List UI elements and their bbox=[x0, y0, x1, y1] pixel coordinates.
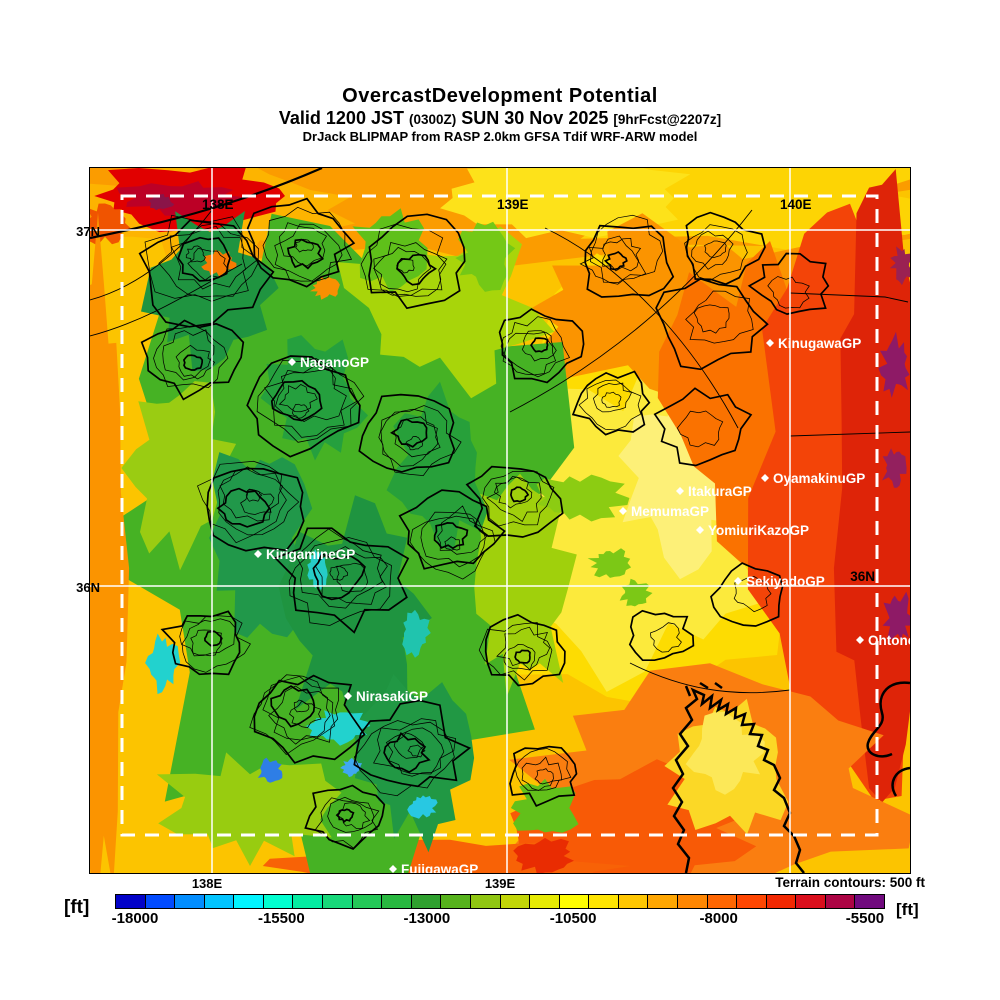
map-canvas: 138E 139E 140E 36N NaganoGP KinugawaGP Oyamaki… bbox=[90, 168, 910, 873]
colorbar-segment bbox=[381, 894, 412, 909]
colorbar-segment bbox=[262, 894, 294, 909]
colorbar-segment bbox=[765, 894, 797, 909]
station-label-itakuragp: ItakuraGP bbox=[688, 484, 752, 499]
valid-date: SUN 30 Nov 2025 bbox=[461, 108, 609, 128]
station-marker bbox=[344, 692, 352, 700]
forecast-cycle: [9hrFcst@2207z] bbox=[613, 112, 722, 127]
valid-time: Valid 1200 JST bbox=[278, 108, 404, 128]
station-marker bbox=[734, 577, 742, 585]
station-marker bbox=[676, 487, 684, 495]
colorbar-segment bbox=[854, 894, 886, 909]
colorbar-segment bbox=[174, 894, 205, 909]
colorbar bbox=[115, 894, 886, 909]
colorbar-segment bbox=[115, 894, 146, 909]
lon-label-138e: 138E bbox=[191, 876, 223, 891]
lat-label-36n: 36N bbox=[76, 580, 100, 595]
colorbar-segment bbox=[469, 894, 501, 909]
colorbar-segment bbox=[588, 894, 619, 909]
map-inner-label-140e: 140E bbox=[780, 197, 812, 212]
valid-time-line: Valid 1200 JST (0300Z) SUN 30 Nov 2025 [… bbox=[0, 109, 1000, 127]
station-marker bbox=[389, 865, 397, 873]
colorbar-segment bbox=[351, 894, 383, 909]
station-label-sekiyadogp: SekiyadoGP bbox=[746, 574, 825, 589]
station-marker bbox=[766, 339, 774, 347]
colorbar-segment bbox=[499, 894, 531, 909]
valid-time-zulu: (0300Z) bbox=[408, 112, 457, 127]
station-marker bbox=[619, 507, 627, 515]
colorbar-segment bbox=[795, 894, 826, 909]
colorbar-segment bbox=[558, 894, 590, 909]
terrain-contours-note: Terrain contours: 500 ft bbox=[775, 875, 925, 890]
colorbar-segment bbox=[440, 894, 471, 909]
colorbar-segment bbox=[617, 894, 649, 909]
station-marker bbox=[696, 526, 704, 534]
colorbar-segment bbox=[529, 894, 560, 909]
colorbar-segment bbox=[410, 894, 442, 909]
map-inner-label-138e: 138E bbox=[202, 197, 234, 212]
colorbar-tick: -5500 bbox=[845, 910, 885, 927]
colorbar-segment bbox=[292, 894, 324, 909]
station-label-ohtonegp: OhtoneGP bbox=[868, 633, 910, 648]
colorbar-tick: -18000 bbox=[111, 910, 159, 927]
map-frame: 138E 139E 140E 36N NaganoGP KinugawaGP Oyamaki… bbox=[89, 167, 911, 874]
colorbar-unit-left: [ft] bbox=[64, 897, 90, 918]
station-marker bbox=[761, 474, 769, 482]
title-block: OvercastDevelopment Potential Valid 1200… bbox=[0, 86, 1000, 143]
station-label-naganogp: NaganoGP bbox=[300, 355, 369, 370]
station-label-kinugawagp: KinugawaGP bbox=[778, 336, 861, 351]
colorbar-segment bbox=[203, 894, 235, 909]
model-info-line: DrJack BLIPMAP from RASP 2.0km GFSA Tdif… bbox=[302, 129, 698, 144]
station-marker bbox=[254, 550, 262, 558]
station-marker bbox=[856, 636, 864, 644]
colorbar-unit-right: [ft] bbox=[896, 900, 919, 919]
station-label-fujigawagp: FujigawaGP bbox=[401, 862, 478, 873]
colorbar-segment bbox=[144, 894, 176, 909]
colorbar-tick: -10500 bbox=[549, 910, 597, 927]
map-inner-label-36n: 36N bbox=[850, 569, 875, 584]
colorbar-segment bbox=[736, 894, 767, 909]
map-inner-label-139e: 139E bbox=[497, 197, 529, 212]
page-title: OvercastDevelopment Potential bbox=[342, 85, 658, 107]
lat-label-37n: 37N bbox=[76, 224, 100, 239]
colorbar-segment bbox=[322, 894, 353, 909]
colorbar-segment bbox=[676, 894, 708, 909]
station-label-yomiurikazogp: YomiuriKazoGP bbox=[708, 523, 809, 538]
colorbar-segment bbox=[824, 894, 856, 909]
station-marker bbox=[288, 358, 296, 366]
colorbar-tick: -8000 bbox=[699, 910, 738, 927]
colorbar-tick: -15500 bbox=[257, 910, 305, 927]
station-label-oyamakinugp: OyamakinuGP bbox=[773, 471, 865, 486]
station-label-memumagp: MemumaGP bbox=[631, 504, 709, 519]
station-label-kirigaminegp: KirigamineGP bbox=[266, 547, 355, 562]
lon-label-139e: 139E bbox=[484, 876, 516, 891]
colorbar-segment bbox=[233, 894, 264, 909]
colorbar-tick: -13000 bbox=[403, 910, 451, 927]
colorbar-segment bbox=[647, 894, 678, 909]
colorbar-segment bbox=[706, 894, 738, 909]
station-label-nirasakigp: NirasakiGP bbox=[356, 689, 428, 704]
